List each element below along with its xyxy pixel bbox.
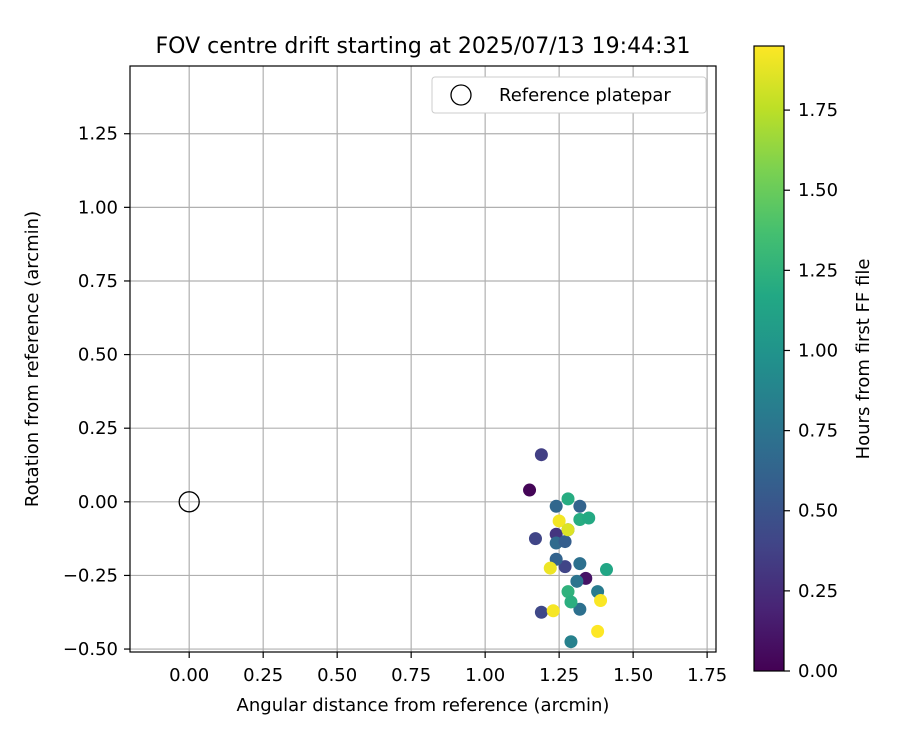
data-point <box>523 483 537 497</box>
data-points <box>523 448 613 649</box>
data-point <box>564 635 578 649</box>
legend: Reference platepar <box>431 76 707 114</box>
colorbar: 0.00 0.25 0.50 0.75 1.00 1.25 1.50 1.75 Hours f… <box>753 45 874 682</box>
colorbar-tick-label: 1.75 <box>798 100 838 121</box>
colorbar-tick-label: 0.00 <box>798 661 838 682</box>
x-tick-label: 0.75 <box>391 665 431 686</box>
colorbar-gradient <box>753 45 785 672</box>
y-tick-label: −0.25 <box>63 565 118 586</box>
grid-lines <box>130 66 716 652</box>
data-point <box>561 585 575 599</box>
y-tick-label: 0.75 <box>78 271 118 292</box>
data-point <box>561 523 575 537</box>
legend-label: Reference platepar <box>499 85 671 106</box>
x-axis-label: Angular distance from reference (arcmin) <box>237 695 610 716</box>
x-tick-label: 0.50 <box>317 665 357 686</box>
data-point <box>594 593 608 607</box>
x-tick-label: 1.75 <box>687 665 727 686</box>
y-axis-ticks: −0.50 −0.25 0.00 0.25 0.50 0.75 1.00 1.25 <box>63 124 130 660</box>
x-tick-label: 1.00 <box>465 665 505 686</box>
data-point <box>534 448 548 462</box>
reference-platepar-marker <box>178 491 200 513</box>
data-point <box>549 499 563 513</box>
data-point <box>546 604 560 618</box>
data-point <box>573 499 587 513</box>
data-point <box>561 492 575 506</box>
x-tick-label: 1.50 <box>613 665 653 686</box>
colorbar-tick-label: 0.25 <box>798 581 838 602</box>
data-point <box>573 557 587 571</box>
colorbar-tick-label: 1.00 <box>798 340 838 361</box>
data-point <box>582 511 596 525</box>
x-tick-label: 0.00 <box>169 665 209 686</box>
data-point <box>591 624 605 638</box>
x-tick-label: 0.25 <box>243 665 283 686</box>
colorbar-tick-label: 0.75 <box>798 421 838 442</box>
x-axis-ticks: 0.00 0.25 0.50 0.75 1.00 1.25 1.50 1.75 <box>169 652 727 686</box>
colorbar-label: Hours from first FF file <box>853 259 874 460</box>
plot-frame <box>129 65 717 653</box>
colorbar-tick-label: 1.25 <box>798 260 838 281</box>
data-point <box>543 561 557 575</box>
data-point <box>573 602 587 616</box>
x-tick-label: 1.25 <box>539 665 579 686</box>
colorbar-tick-label: 0.50 <box>798 501 838 522</box>
data-point <box>599 563 613 577</box>
data-point <box>564 595 578 609</box>
y-tick-label: 1.00 <box>78 197 118 218</box>
y-tick-label: 0.25 <box>78 418 118 439</box>
y-axis-label: Rotation from reference (arcmin) <box>22 211 43 507</box>
data-point <box>528 532 542 546</box>
y-tick-label: 0.00 <box>78 492 118 513</box>
data-point <box>570 574 584 588</box>
chart-title: FOV centre drift starting at 2025/07/13 … <box>156 34 691 59</box>
colorbar-ticks: 0.00 0.25 0.50 0.75 1.00 1.25 1.50 1.75 <box>784 100 838 682</box>
colorbar-tick-label: 1.50 <box>798 180 838 201</box>
y-tick-label: 0.50 <box>78 345 118 366</box>
y-tick-label: 1.25 <box>78 124 118 145</box>
data-point <box>558 560 572 574</box>
data-point <box>534 605 548 619</box>
y-tick-label: −0.50 <box>63 639 118 660</box>
data-point <box>552 514 566 528</box>
legend-marker-icon <box>450 84 472 106</box>
legend-box <box>431 76 707 114</box>
data-point <box>558 535 572 549</box>
